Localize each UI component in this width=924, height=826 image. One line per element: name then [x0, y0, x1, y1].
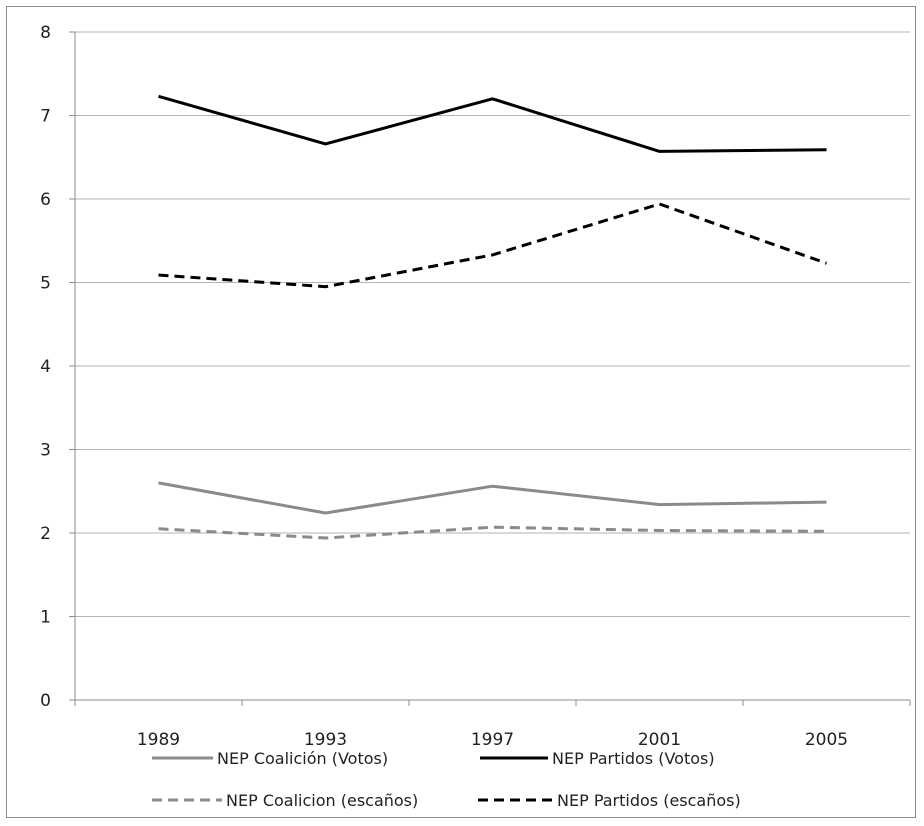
x-tick-label: 1997 — [471, 730, 514, 750]
y-tick-labels: 0 1 2 3 4 5 6 7 8 — [40, 23, 51, 711]
x-tick-labels: 1989 1993 1997 2001 2005 — [137, 730, 848, 750]
x-tick-label: 2005 — [805, 730, 848, 750]
gridlines — [75, 31, 910, 617]
y-tick-label: 8 — [40, 23, 51, 43]
legend-label: NEP Coalición (Votos) — [217, 749, 388, 768]
legend-label: NEP Partidos (Votos) — [552, 749, 715, 768]
y-tick-label: 5 — [40, 274, 51, 294]
y-tick-label: 0 — [40, 691, 51, 711]
x-tick-label: 2001 — [638, 730, 681, 750]
y-tick-label: 7 — [40, 107, 51, 127]
legend: NEP Coalición (Votos) NEP Partidos (Votos… — [152, 749, 741, 810]
y-tick-label: 4 — [40, 357, 51, 377]
series-line — [158, 94, 827, 153]
x-tick-label: 1989 — [137, 730, 180, 750]
series-line — [158, 202, 828, 289]
series-line — [158, 481, 827, 515]
legend-label: NEP Partidos (escaños) — [557, 791, 741, 810]
x-tick-label: 1993 — [304, 730, 347, 750]
series-lines — [158, 94, 828, 540]
y-tick-label: 1 — [40, 608, 51, 628]
axes — [69, 31, 911, 706]
y-tick-label: 6 — [40, 190, 51, 210]
chart-frame — [6, 6, 916, 818]
y-tick-label: 3 — [40, 441, 51, 461]
legend-label: NEP Coalicion (escaños) — [226, 791, 418, 810]
y-tick-label: 2 — [40, 524, 51, 544]
